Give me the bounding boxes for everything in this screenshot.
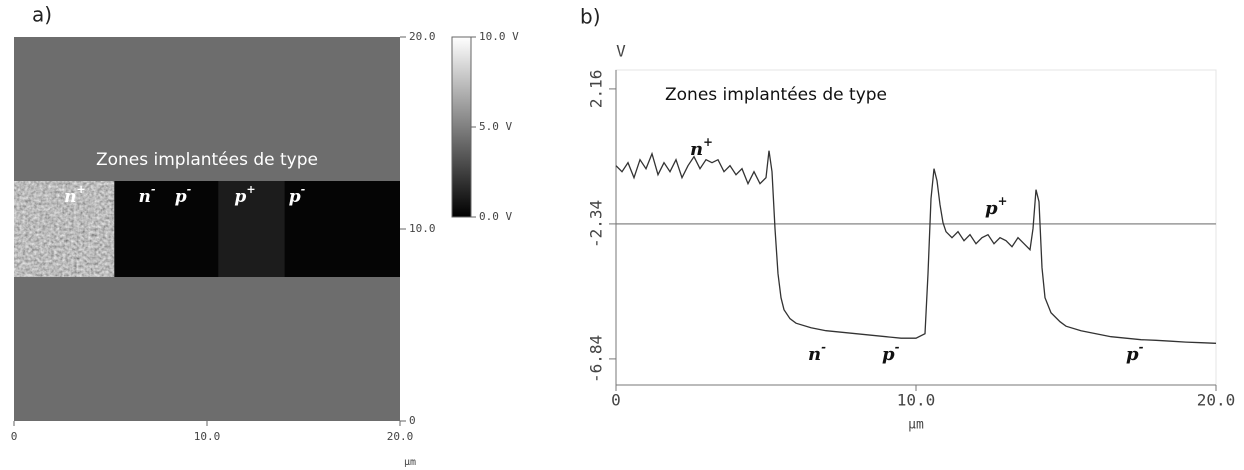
x-tick-label: 20.0 [1197, 391, 1236, 410]
annotation: p- [882, 340, 900, 365]
annotation-sup: - [187, 183, 192, 196]
x-axis-label: µm [908, 418, 924, 433]
annotation: p+ [234, 183, 255, 206]
annotation-text: Zones implantées de type [96, 150, 318, 170]
annotation-text: p [234, 187, 246, 207]
annotation-sup: + [703, 135, 713, 149]
annotation-text: n [808, 344, 821, 365]
annotation-text: n [690, 139, 703, 160]
y-tick-label: 2.16 [587, 70, 606, 109]
annotation-text: Zones implantées de type [665, 85, 887, 105]
y-tick-label: 20.0 [409, 30, 436, 43]
annotation-sup: + [998, 194, 1008, 208]
line-series [615, 150, 1217, 344]
annotation: n+ [64, 183, 86, 206]
annotation-text: p [1126, 344, 1139, 365]
annotation-sup: - [1139, 340, 1144, 354]
annotation: p- [175, 183, 192, 206]
annotation-text: n [64, 187, 76, 207]
x-tick-label: 10.0 [194, 430, 221, 443]
y-tick-label: 10.0 [409, 222, 436, 235]
y-tick-label: 0 [409, 414, 416, 427]
colorbar [451, 36, 472, 218]
annotation-sup: - [301, 183, 306, 196]
y-tick-label: -6.84 [587, 335, 606, 383]
annotation-sup: + [77, 183, 86, 196]
colorbar-tick-label: 0.0 V [479, 210, 512, 223]
annotation: Zones implantées de type [96, 150, 318, 170]
annotation: p- [1126, 340, 1144, 365]
region [14, 181, 115, 277]
region [218, 181, 285, 277]
annotation-text: p [882, 344, 895, 365]
annotation: n- [808, 340, 826, 365]
annotation-sup: + [246, 183, 255, 196]
region [114, 181, 219, 277]
annotation-sup: - [895, 340, 900, 354]
annotation: n+ [690, 135, 713, 160]
annotation-sup: - [821, 340, 826, 354]
colorbar-tick-label: 10.0 V [479, 30, 519, 43]
annotation: p+ [985, 194, 1007, 219]
annotation: p- [289, 183, 306, 206]
y-axis-label: V [616, 42, 626, 61]
panel-label: b) [580, 5, 601, 29]
x-tick-label: 10.0 [897, 391, 936, 410]
annotation-text: p [175, 187, 187, 207]
y-tick-label: -2.34 [587, 200, 606, 248]
annotation: n- [139, 183, 156, 206]
annotation-text: p [985, 198, 998, 219]
x-axis-label: µm [404, 457, 416, 468]
annotation: Zones implantées de type [665, 85, 887, 105]
annotation-text: p [289, 187, 301, 207]
x-tick-label: 0 [611, 391, 621, 410]
annotation-text: n [139, 187, 151, 207]
x-tick-label: 20.0 [387, 430, 414, 443]
panel-label: a) [32, 3, 52, 27]
colorbar-tick-label: 5.0 V [479, 120, 512, 133]
region [284, 181, 400, 277]
annotation-sup: - [151, 183, 156, 196]
x-tick-label: 0 [11, 430, 18, 443]
